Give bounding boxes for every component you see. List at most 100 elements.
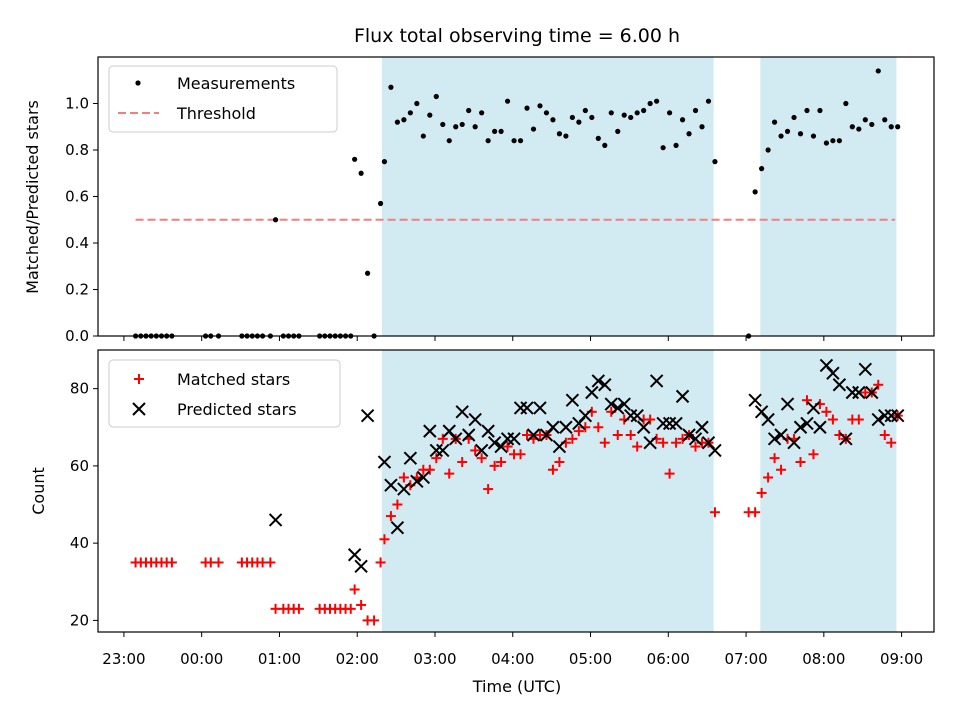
matched-star-marker (457, 457, 468, 468)
measurement-point (654, 98, 660, 104)
measurement-point (784, 128, 791, 134)
top-y-axis-label: Matched/Predicted stars (23, 100, 42, 294)
predicted-star-marker (636, 420, 651, 434)
measurement-point (576, 119, 582, 125)
matched-star-marker (709, 507, 720, 518)
matched-star-marker (795, 457, 806, 468)
predicted-star-marker (347, 548, 362, 562)
predicted-star-marker (826, 366, 840, 380)
matched-star-marker (356, 599, 367, 610)
x-tick-label: 02:00 (336, 650, 379, 668)
measurement-point (492, 128, 498, 134)
matched-star-marker (547, 464, 558, 475)
measurement-point (608, 110, 614, 116)
bottom-x-ticks: 23:00 00:00 01:00 02:00 03:00 04:00 05:00 06:00… (102, 632, 923, 668)
y-tick-label: 20 (70, 611, 89, 629)
bottom-axes-frame (97, 349, 935, 633)
x-tick-label: 01:00 (258, 650, 301, 668)
y-tick-label: 0.6 (65, 188, 89, 206)
y-tick-label: 0.2 (65, 281, 89, 299)
predicted-star-marker (675, 389, 690, 404)
predicted-star-marker (761, 412, 775, 427)
measurement-point (485, 138, 491, 144)
measurement-point (673, 142, 679, 148)
measurement-point (882, 117, 888, 123)
measurement-point (771, 119, 778, 125)
measurement-point (407, 110, 413, 116)
matched-star-marker (879, 429, 890, 440)
matched-star-marker (522, 429, 533, 440)
matched-star-marker (424, 464, 435, 475)
top-legend: Measurements Threshold (108, 65, 338, 133)
predicted-star-marker (858, 362, 873, 377)
measurement-point (862, 117, 868, 123)
measurement-point (352, 156, 358, 162)
bottom-panel: 20 40 60 80 23:00 00:00 01:00 02:00 03:00 04:00 0… (29, 349, 935, 696)
predicted-star-marker (669, 416, 683, 431)
predicted-star-marker (500, 432, 515, 446)
x-axis-label: Time (UTC) (472, 677, 561, 696)
predicted-star-marker (643, 436, 657, 450)
measurement-point (621, 112, 627, 118)
matched-star-marker (375, 557, 386, 568)
shaded-interval-top-1 (760, 57, 897, 336)
predicted-star-marker (780, 397, 795, 411)
matched-star-marker (801, 395, 812, 406)
measurement-point (272, 217, 279, 223)
matched-star-marker (593, 422, 604, 433)
predicted-star-marker (468, 412, 482, 427)
predicted-star-marker (852, 385, 866, 400)
matched-star-marker (664, 468, 675, 479)
measurement-point (524, 105, 530, 111)
matched-star-marker (470, 445, 481, 456)
measurement-point (778, 133, 784, 139)
matched-star-marker (567, 433, 578, 444)
predicted-star-marker (649, 374, 664, 388)
predicted-star-marker (884, 408, 898, 423)
x-tick-label: 07:00 (724, 650, 767, 668)
bottom-y-axis-label: Count (29, 467, 48, 515)
predicted-star-marker (748, 393, 762, 407)
measurement-point (543, 110, 550, 116)
x-tick-label: 00:00 (180, 650, 223, 668)
measurement-point (563, 133, 569, 139)
predicted-star-marker (474, 443, 489, 458)
predicted-star-marker (461, 428, 476, 442)
measurement-point (453, 124, 459, 130)
predicted-star-marker (787, 436, 801, 450)
measurement-point (791, 114, 797, 121)
legend-marker-measurements (135, 80, 141, 86)
predicted-star-marker (598, 378, 612, 392)
predicted-star-marker (695, 420, 709, 434)
measurement-point (759, 166, 765, 172)
measurement-point (647, 100, 653, 107)
predicted-star-marker (520, 401, 534, 415)
bottom-y-ticks: 20 40 60 80 (70, 380, 98, 629)
measurement-point (634, 110, 640, 116)
measurement-point (589, 114, 595, 121)
matched-star-marker (345, 603, 356, 614)
predicted-star-marker (513, 401, 528, 415)
matched-star-marker (483, 484, 494, 495)
measurement-point (686, 131, 692, 137)
predicted-star-marker (384, 478, 398, 492)
predicted-star-marker (360, 408, 375, 423)
bottom-legend-box (108, 359, 341, 428)
matched-star-marker (873, 379, 884, 390)
predicted-star-marker (800, 416, 814, 431)
matched-star-marker (265, 557, 276, 568)
matched-star-marker (385, 511, 396, 522)
matched-star-marker (554, 457, 565, 468)
predicted-star-marker (591, 374, 606, 388)
predicted-star-markers (268, 358, 905, 574)
measurement-point (810, 133, 817, 139)
matched-star-marker (573, 426, 584, 437)
matched-star-marker (808, 449, 819, 460)
predicted-star-marker (604, 397, 618, 411)
measurement-point (427, 112, 433, 118)
y-tick-label: 0.4 (65, 234, 89, 252)
predicted-star-marker (688, 432, 703, 446)
matched-star-marker (776, 464, 787, 475)
bottom-legend: Matched stars Predicted stars (108, 359, 341, 428)
matched-star-marker (489, 460, 500, 471)
